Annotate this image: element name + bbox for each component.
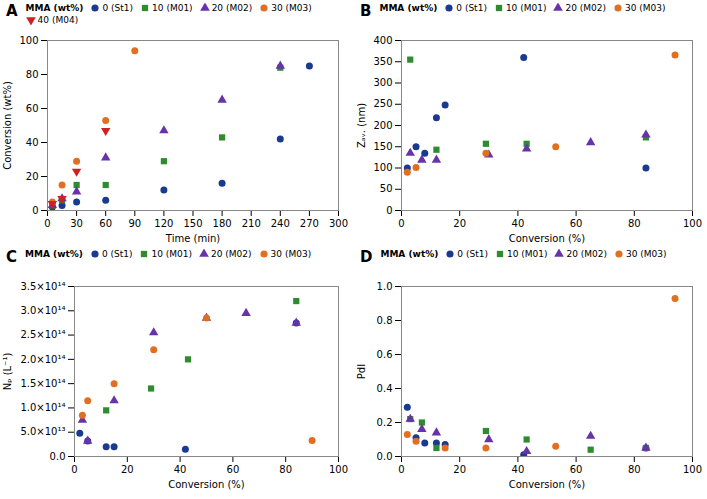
html-text:20 (M02): 20 (M02)	[211, 3, 253, 13]
svg-text:40: 40	[512, 218, 525, 229]
svg-text:210: 210	[242, 218, 261, 229]
html-text:10 (M01): 10 (M01)	[151, 249, 192, 259]
svg-text:100: 100	[329, 464, 348, 475]
svg-text:2.0×10¹⁴: 2.0×10¹⁴	[20, 354, 65, 365]
svg-text:0: 0	[71, 464, 77, 475]
svg-text:30: 30	[70, 218, 83, 229]
svg-text:0.0: 0.0	[50, 451, 66, 462]
html-text:30 (M03): 30 (M03)	[625, 3, 666, 13]
svg-text:1.0×10¹⁴: 1.0×10¹⁴	[20, 402, 65, 413]
svg-text:0: 0	[386, 205, 392, 216]
svg-text:50: 50	[380, 183, 393, 194]
svg-text:3.0×10¹⁴: 3.0×10¹⁴	[20, 305, 65, 316]
svg-text:20: 20	[453, 218, 466, 229]
svg-text:Conversion (%): Conversion (%)	[509, 233, 586, 244]
svg-text:0.0: 0.0	[377, 451, 393, 462]
html-text:MMA (wt%): MMA (wt%)	[379, 3, 438, 13]
html-text:20 (M02): 20 (M02)	[211, 249, 252, 259]
html-text:MMA (wt%): MMA (wt%)	[25, 3, 84, 13]
svg-text:100: 100	[683, 218, 702, 229]
svg-text:80: 80	[628, 464, 641, 475]
html-text:B: B	[360, 2, 372, 20]
html-text:10 (M01): 10 (M01)	[506, 249, 548, 259]
svg-text:Conversion (wt%): Conversion (wt%)	[2, 81, 13, 170]
svg-text:5.0×10¹³: 5.0×10¹³	[20, 426, 65, 437]
svg-text:1.0: 1.0	[377, 281, 393, 292]
svg-text:250: 250	[373, 98, 392, 109]
svg-text:20: 20	[26, 171, 39, 182]
svg-text:80: 80	[26, 69, 39, 80]
svg-text:0.6: 0.6	[377, 349, 393, 360]
svg-text:150: 150	[373, 141, 392, 152]
svg-text:Nₚ (L⁻¹): Nₚ (L⁻¹)	[2, 353, 13, 391]
svg-text:40: 40	[26, 137, 39, 148]
svg-text:150: 150	[183, 218, 202, 229]
html-text:10 (M01): 10 (M01)	[505, 3, 547, 13]
svg-text:20: 20	[121, 464, 134, 475]
html-text:MMA (wt%): MMA (wt%)	[25, 249, 83, 259]
svg-text:0.4: 0.4	[377, 383, 393, 394]
html-text:C: C	[6, 248, 17, 266]
html-text:40 (M04): 40 (M04)	[37, 15, 79, 25]
svg-text:200: 200	[373, 120, 392, 131]
svg-text:180: 180	[213, 218, 232, 229]
svg-text:300: 300	[329, 218, 348, 229]
html-text:20 (M02): 20 (M02)	[565, 3, 606, 13]
html-text:D: D	[360, 248, 373, 266]
svg-text:0: 0	[32, 205, 38, 216]
svg-text:120: 120	[154, 218, 173, 229]
html-text:A: A	[6, 2, 18, 20]
html-text:0 (St1): 0 (St1)	[101, 249, 133, 259]
svg-text:80: 80	[628, 218, 641, 229]
svg-text:60: 60	[570, 464, 583, 475]
html-text:30 (M03): 30 (M03)	[271, 3, 312, 13]
svg-text:20: 20	[453, 464, 466, 475]
svg-text:240: 240	[271, 218, 290, 229]
svg-text:0: 0	[398, 218, 404, 229]
svg-text:100: 100	[683, 464, 702, 475]
svg-text:60: 60	[26, 103, 39, 114]
html-text:30 (M03): 30 (M03)	[270, 249, 312, 259]
html-text:20 (M02): 20 (M02)	[566, 249, 607, 259]
svg-text:Time (min): Time (min)	[165, 233, 220, 244]
svg-text:Zₐᵥ. (nm): Zₐᵥ. (nm)	[356, 103, 367, 148]
html-text:0 (St1): 0 (St1)	[456, 3, 487, 13]
html-text:0 (St1): 0 (St1)	[457, 249, 488, 259]
svg-text:1.5×10¹⁴: 1.5×10¹⁴	[20, 378, 65, 389]
svg-text:400: 400	[373, 35, 392, 46]
svg-text:270: 270	[300, 218, 319, 229]
svg-text:PdI: PdI	[356, 364, 367, 379]
svg-text:350: 350	[373, 56, 392, 67]
svg-text:0.8: 0.8	[377, 315, 393, 326]
svg-text:Conversion (%): Conversion (%)	[509, 479, 586, 490]
svg-text:40: 40	[512, 464, 525, 475]
svg-text:40: 40	[174, 464, 187, 475]
svg-text:0: 0	[44, 218, 50, 229]
html-text:30 (M03): 30 (M03)	[626, 249, 667, 259]
svg-text:0.2: 0.2	[377, 417, 393, 428]
svg-text:60: 60	[99, 218, 112, 229]
svg-text:60: 60	[227, 464, 240, 475]
svg-text:60: 60	[570, 218, 583, 229]
svg-text:100: 100	[373, 162, 392, 173]
html-text:10 (M01): 10 (M01)	[152, 3, 193, 13]
svg-text:100: 100	[19, 35, 38, 46]
html-text:0 (St1): 0 (St1)	[102, 3, 134, 13]
svg-text:2.5×10¹⁴: 2.5×10¹⁴	[20, 329, 65, 340]
svg-text:3.5×10¹⁴: 3.5×10¹⁴	[20, 281, 65, 292]
svg-text:80: 80	[279, 464, 292, 475]
svg-text:90: 90	[128, 218, 141, 229]
svg-text:0: 0	[398, 464, 404, 475]
svg-text:300: 300	[373, 77, 392, 88]
svg-text:Conversion (%): Conversion (%)	[168, 479, 245, 490]
html-text:MMA (wt%): MMA (wt%)	[380, 249, 439, 259]
